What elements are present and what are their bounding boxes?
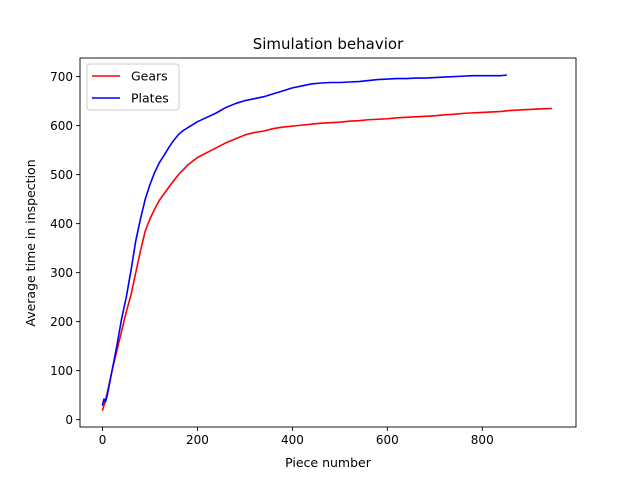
y-tick-label: 100 (50, 364, 73, 378)
y-tick-label: 0 (65, 413, 73, 427)
y-tick-label: 700 (50, 70, 73, 84)
plot-area: 0 200 400 600 800 0 100 200 300 400 500 600 700 Gears… (50, 57, 577, 447)
x-tick-label: 0 (99, 433, 107, 447)
x-tick-label: 800 (471, 433, 494, 447)
x-axis-label: Piece number (285, 455, 372, 470)
y-tick-label: 300 (50, 266, 73, 280)
chart-title: Simulation behavior (253, 35, 404, 53)
legend-label-gears: Gears (131, 69, 168, 84)
y-tick-label: 200 (50, 315, 73, 329)
y-tick-label: 500 (50, 168, 73, 182)
x-tick-label: 400 (281, 433, 304, 447)
legend-label-plates: Plates (131, 91, 169, 106)
series-line-gears (101, 107, 552, 411)
y-tick-label: 600 (50, 119, 73, 133)
series-line-plates (101, 74, 507, 406)
y-axis-label: Average time in inspection (23, 159, 38, 326)
y-tick-label: 400 (50, 217, 73, 231)
axes-frame (79, 57, 577, 428)
x-tick-label: 200 (186, 433, 209, 447)
x-tick-label: 600 (376, 433, 399, 447)
